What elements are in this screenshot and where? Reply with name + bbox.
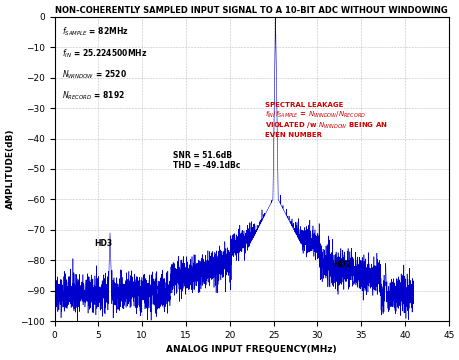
Text: HD3: HD3	[94, 239, 112, 248]
X-axis label: ANALOG INPUT FREQUENCY(MHz): ANALOG INPUT FREQUENCY(MHz)	[166, 346, 336, 355]
Text: $N_{WINDOW}$ = 2520: $N_{WINDOW}$ = 2520	[62, 68, 127, 81]
Text: SPECTRAL LEAKAGE
$f_{IN}/f_{SAMPLE}$ = $N_{WINDOW}/N_{RECORD}$
VIOLATED /w $N_{W: SPECTRAL LEAKAGE $f_{IN}/f_{SAMPLE}$ = $…	[265, 102, 387, 138]
Text: HD2: HD2	[333, 260, 351, 269]
Y-axis label: AMPLITUDE(dB): AMPLITUDE(dB)	[6, 129, 15, 209]
Text: $f_{IN}$ = 25.224500MHz: $f_{IN}$ = 25.224500MHz	[62, 47, 147, 60]
Title: NON-COHERENTLY SAMPLED INPUT SIGNAL TO A 10-BIT ADC WITHOUT WINDOWING: NON-COHERENTLY SAMPLED INPUT SIGNAL TO A…	[55, 5, 447, 14]
Text: $N_{RECORD}$ = 8192: $N_{RECORD}$ = 8192	[62, 90, 125, 102]
Text: SNR = 51.6dB
THD = -49.1dBc: SNR = 51.6dB THD = -49.1dBc	[173, 151, 240, 170]
Text: $f_{SAMPLE}$ = 82MHz: $f_{SAMPLE}$ = 82MHz	[62, 26, 129, 39]
